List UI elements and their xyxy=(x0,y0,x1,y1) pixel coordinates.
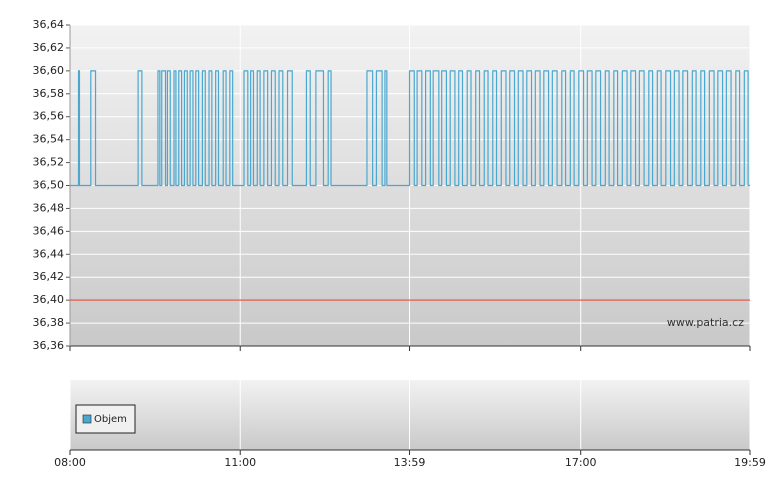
y-tick-label: 36,44 xyxy=(33,247,65,260)
legend-swatch xyxy=(82,414,92,424)
x-tick-label: 17:00 xyxy=(565,456,597,469)
y-tick-label: 36,52 xyxy=(33,156,65,169)
y-tick-label: 36,54 xyxy=(33,133,65,146)
y-tick-label: 36,46 xyxy=(33,224,65,237)
x-tick-label: 11:00 xyxy=(224,456,256,469)
y-tick-label: 36,62 xyxy=(33,41,65,54)
y-tick-label: 36,40 xyxy=(33,293,65,306)
watermark: www.patria.cz xyxy=(667,316,744,329)
price-line xyxy=(70,70,750,187)
y-tick-label: 36,58 xyxy=(33,87,65,100)
y-tick-label: 36,36 xyxy=(33,339,65,352)
y-tick-label: 36,50 xyxy=(33,179,65,192)
x-tick-label: 19:59 xyxy=(734,456,766,469)
x-tick-label: 08:00 xyxy=(54,456,86,469)
y-tick-label: 36,42 xyxy=(33,270,65,283)
y-tick-label: 36,56 xyxy=(33,110,65,123)
legend-label: Objem xyxy=(94,414,127,425)
y-tick-label: 36,38 xyxy=(33,316,65,329)
y-tick-label: 36,48 xyxy=(33,201,65,214)
x-tick-label: 13:59 xyxy=(394,456,426,469)
y-tick-label: 36,64 xyxy=(33,18,65,31)
y-tick-label: 36,60 xyxy=(33,64,65,77)
